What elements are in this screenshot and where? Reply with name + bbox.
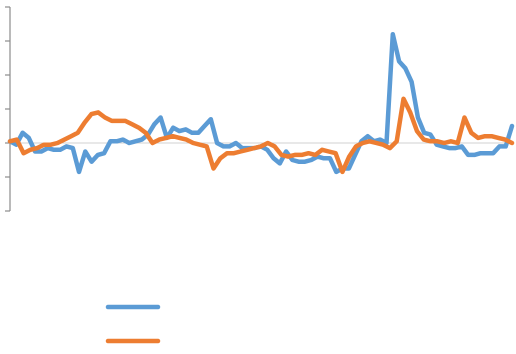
axis-layer bbox=[5, 6, 512, 212]
series-layer bbox=[7, 31, 515, 175]
legend bbox=[105, 304, 161, 344]
series-line-2 bbox=[7, 96, 515, 175]
series-line-1 bbox=[7, 31, 515, 175]
